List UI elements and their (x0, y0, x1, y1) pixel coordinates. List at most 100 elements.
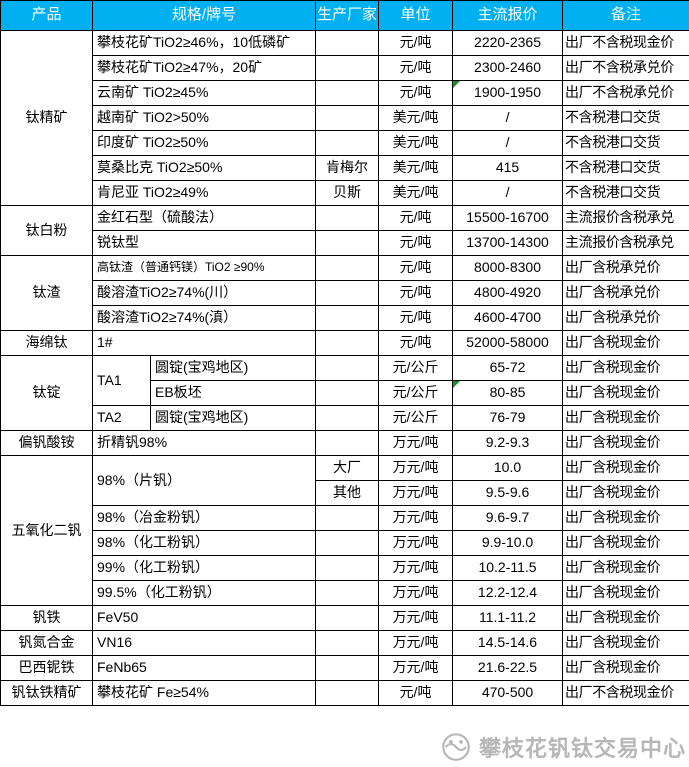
col-header-maker: 生产厂家 (315, 0, 380, 31)
table-row: 99%（化工粉钒） 万元/吨 10.2-11.5 出厂含税现金价 (1, 555, 689, 581)
maker-cell: 大厂 (315, 455, 380, 481)
maker-cell: 肯梅尔 (315, 155, 380, 181)
table-row: 越南矿 TiO2>50% 美元/吨 / 不含税港口交货 (1, 105, 689, 131)
unit-cell: 元/吨 (378, 205, 454, 231)
table-row: 钛精矿 攀枝花矿TiO2≥46%，10低磷矿 元/吨 2220-2365 出厂不… (0, 30, 689, 206)
price-cell: 415 (452, 155, 564, 181)
table-row: 五氧化二钒 98%（片钒） 大厂 万元/吨 10.0 出厂含税现金价 (0, 455, 689, 606)
note-cell: 出厂含税现金价 (562, 505, 689, 531)
price-cell: 470-500 (452, 680, 564, 706)
unit-cell: 万元/吨 (378, 480, 454, 506)
table-row: 酸溶渣TiO2≥74%(川） 元/吨 4800-4920 出厂含税承兑价 (1, 280, 689, 306)
maker-cell (315, 505, 380, 531)
price-cell: 4800-4920 (452, 280, 564, 306)
note-cell: 出厂含税现金价 (562, 355, 689, 381)
maker-cell: 其他 (315, 480, 380, 506)
price-cell: 21.6-22.5 (452, 655, 564, 681)
spec-cell: 攀枝花矿TiO2≥46%，10低磷矿 (91, 30, 317, 56)
watermark-text: 攀枝花钒钛交易中心 (478, 736, 686, 761)
spec-cell: 圆锭(宝鸡地区) (149, 355, 317, 381)
unit-cell: 万元/吨 (378, 505, 454, 531)
exchange-center-logo-icon (442, 733, 470, 761)
maker-cell (315, 355, 380, 381)
note-cell: 不含税港口交货 (562, 130, 689, 156)
note-cell: 出厂含税现金价 (562, 605, 689, 631)
maker-cell (315, 55, 380, 81)
price-cell: 9.2-9.3 (452, 430, 564, 456)
maker-cell (315, 80, 380, 106)
note-cell: 出厂含税现金价 (562, 405, 689, 431)
note-cell: 出厂含税现金价 (562, 430, 689, 456)
table-row: 锐钛型 元/吨 13700-14300 主流报价含税承兑 (1, 230, 689, 256)
note-cell: 出厂含税现金价 (562, 480, 689, 506)
unit-cell: 元/吨 (378, 305, 454, 331)
grade-cell: TA2 (92, 405, 151, 431)
note-cell: 出厂不含税现金价 (562, 680, 689, 706)
unit-cell: 万元/吨 (378, 455, 454, 481)
col-header-note: 备注 (562, 0, 689, 31)
table-row: 云南矿 TiO2≥45% 元/吨 1900-1950 出厂不含税承兑价 (1, 80, 689, 106)
table-row: 攀枝花矿TiO2≥47%，20矿 元/吨 2300-2460 出厂不含税承兑价 (1, 55, 689, 81)
price-cell: 12.2-12.4 (452, 580, 564, 606)
spec-cell: 金红石型（硫酸法） (91, 205, 317, 231)
note-cell: 出厂不含税现金价 (562, 30, 689, 56)
table-row: 钛白粉 金红石型（硫酸法） 元/吨 15500-16700 主流报价含税承兑 (0, 205, 689, 256)
spec-cell: 99%（化工粉钒） (91, 555, 317, 581)
price-cell: 10.0 (452, 455, 564, 481)
product-cell: 钛渣 (0, 255, 93, 331)
spec-cell: FeV50 (91, 605, 317, 631)
table-row: 99.5%（化工粉钒） 万元/吨 12.2-12.4 出厂含税现金价 (1, 580, 689, 606)
maker-cell (315, 605, 380, 631)
unit-cell: 元/吨 (378, 30, 454, 56)
table-row: 莫桑比克 TiO2≥50% 肯梅尔 美元/吨 415 不含税港口交货 (1, 155, 689, 181)
price-cell: 9.6-9.7 (452, 505, 564, 531)
price-cell: 52000-58000 (452, 330, 564, 356)
unit-cell: 元/吨 (378, 230, 454, 256)
spec-cell: 折精钒98% (91, 430, 317, 456)
unit-cell: 美元/吨 (378, 155, 454, 181)
price-cell: / (452, 105, 564, 131)
table-row: 其他 万元/吨 9.5-9.6 出厂含税现金价 (1, 480, 689, 506)
spec-cell: 98%（片钒） (91, 455, 317, 506)
spec-cell: 莫桑比克 TiO2≥50% (91, 155, 317, 181)
price-cell: 11.1-11.2 (452, 605, 564, 631)
col-header-spec: 规格/牌号 (91, 0, 317, 31)
col-header-product: 产品 (0, 0, 93, 31)
maker-cell (315, 655, 380, 681)
spec-cell: EB板坯 (149, 380, 317, 406)
product-cell: 钒钛铁精矿 (0, 680, 93, 706)
table-row: 钒铁 FeV50 万元/吨 11.1-11.2 出厂含税现金价 (0, 605, 689, 631)
price-cell: 76-79 (452, 405, 564, 431)
table-row: 钒钛铁精矿 攀枝花矿 Fe≥54% 元/吨 470-500 出厂不含税现金价 (0, 680, 689, 706)
maker-cell (315, 205, 380, 231)
note-cell: 出厂含税现金价 (562, 630, 689, 656)
price-cell: 9.5-9.6 (452, 480, 564, 506)
price-cell: 9.9-10.0 (452, 530, 564, 556)
maker-cell (315, 255, 380, 281)
note-cell: 不含税港口交货 (562, 155, 689, 181)
maker-cell (315, 30, 380, 56)
spec-cell: 98%（化工粉钒） (91, 530, 317, 556)
price-cell: 15500-16700 (452, 205, 564, 231)
table-row: TA2 圆锭(宝鸡地区) 元/公斤 76-79 出厂含税现金价 (1, 405, 689, 431)
spec-cell: 酸溶渣TiO2≥74%(川） (91, 280, 317, 306)
unit-cell: 万元/吨 (378, 605, 454, 631)
table-row: 钒氮合金 VN16 万元/吨 14.5-14.6 出厂含税现金价 (0, 630, 689, 656)
product-cell: 钛白粉 (0, 205, 93, 256)
table-row: 钛锭 TA1 圆锭(宝鸡地区) 元/公斤 65-72 出厂含税现金价 (0, 355, 689, 431)
spec-cell: 云南矿 TiO2≥45% (91, 80, 317, 106)
note-cell: 出厂含税现金价 (562, 655, 689, 681)
maker-cell (315, 230, 380, 256)
table-row: 酸溶渣TiO2≥74%(滇） 元/吨 4600-4700 出厂含税承兑价 (1, 305, 689, 331)
col-header-price: 主流报价 (452, 0, 564, 31)
unit-cell: 万元/吨 (378, 530, 454, 556)
unit-cell: 元/公斤 (378, 380, 454, 406)
table-row: 钛渣 高钛渣（普通钙镁）TiO2 ≥90% 元/吨 8000-8300 出厂含税… (0, 255, 689, 331)
price-cell: 4600-4700 (452, 305, 564, 331)
watermark: 攀枝花钒钛交易中心 (439, 730, 686, 764)
unit-cell: 万元/吨 (378, 580, 454, 606)
unit-cell: 元/公斤 (378, 405, 454, 431)
product-cell: 钒铁 (0, 605, 93, 631)
note-cell: 出厂不含税承兑价 (562, 80, 689, 106)
spec-cell: 圆锭(宝鸡地区) (149, 405, 317, 431)
